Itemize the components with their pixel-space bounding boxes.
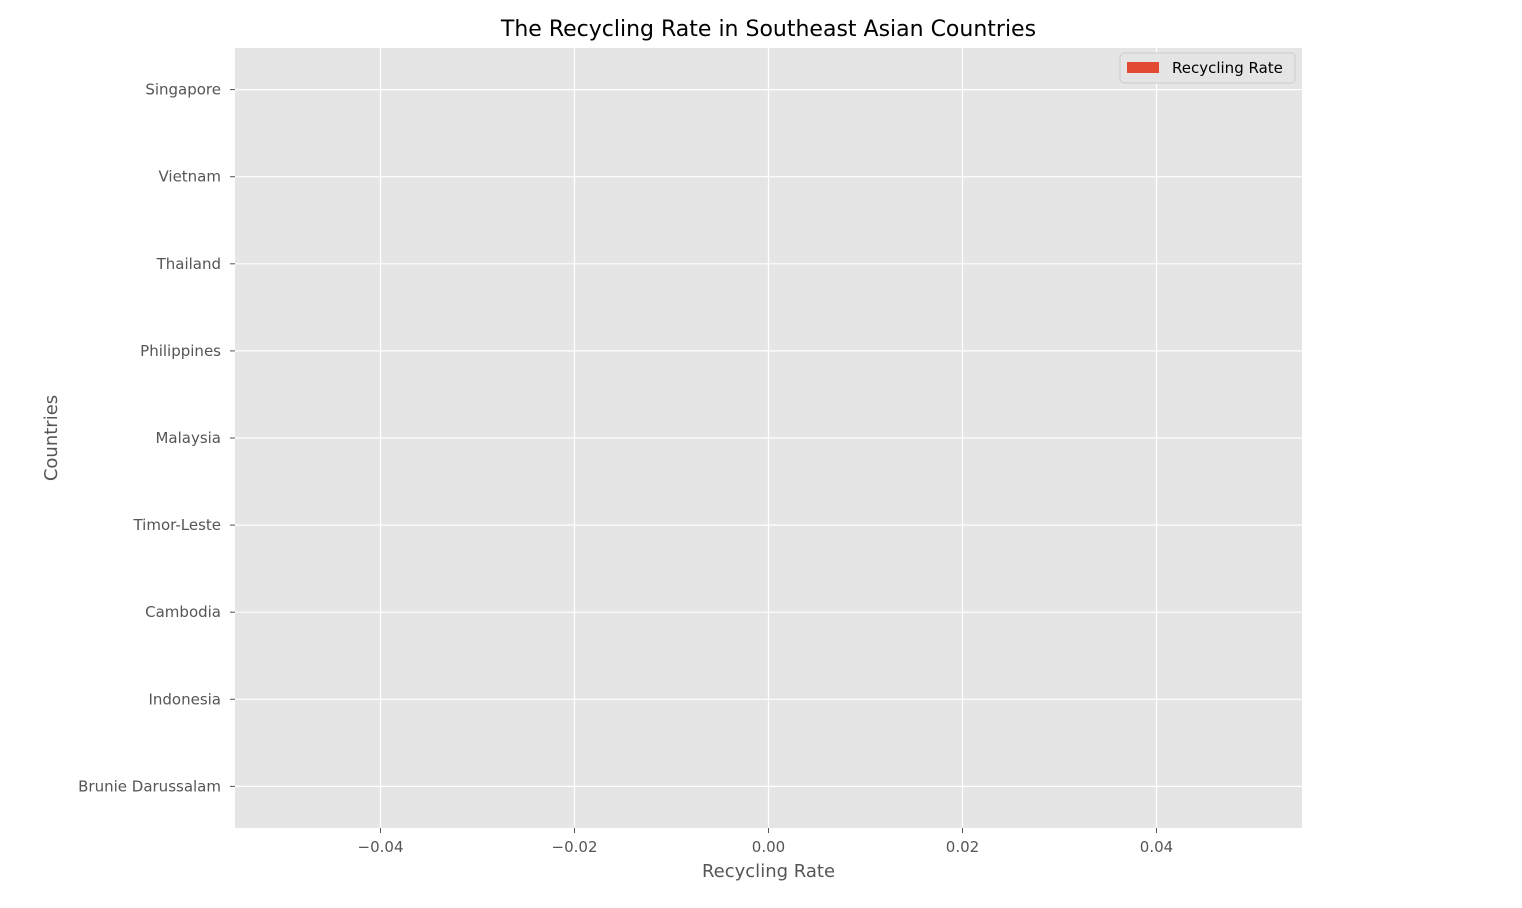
x-axis: −0.04 −0.02 0.00 0.02 0.04 (358, 828, 1173, 856)
y-tick-label: Vietnam (158, 168, 221, 186)
y-tick-label: Singapore (145, 81, 221, 99)
y-axis-label: Countries (41, 395, 62, 481)
legend: Recycling Rate (1119, 52, 1296, 84)
x-tick-label: 0.00 (752, 838, 785, 856)
y-tick-label: Timor-Leste (132, 516, 221, 534)
y-tick-label: Cambodia (145, 603, 221, 621)
grid-lines (235, 48, 1302, 828)
y-tick-label: Brunie Darussalam (78, 777, 221, 795)
chart-title: The Recycling Rate in Southeast Asian Co… (500, 17, 1036, 42)
y-axis: Singapore Vietnam Thailand Philippines Malay… (78, 81, 235, 795)
x-tick-label: −0.02 (552, 838, 598, 856)
y-tick-label: Thailand (156, 255, 221, 273)
x-tick-label: 0.04 (1140, 838, 1173, 856)
y-tick-label: Malaysia (155, 429, 221, 447)
x-axis-label: Recycling Rate (702, 861, 835, 882)
legend-box (1119, 52, 1296, 84)
legend-label-recycling-rate: Recycling Rate (1172, 59, 1283, 77)
x-tick-label: −0.04 (358, 838, 404, 856)
y-tick-label: Philippines (140, 342, 221, 360)
legend-swatch-recycling-rate (1127, 62, 1159, 73)
x-tick-label: 0.02 (946, 838, 979, 856)
y-tick-label: Indonesia (148, 690, 221, 708)
